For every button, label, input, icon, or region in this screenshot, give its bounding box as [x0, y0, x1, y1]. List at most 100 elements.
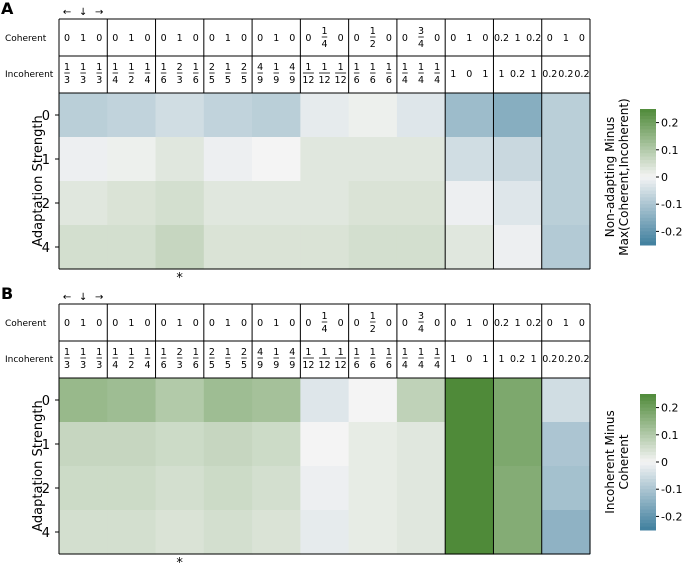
incoherent-value-num: 1 [64, 347, 70, 358]
colorbar-tick-label: -0.1 [661, 198, 682, 211]
heatmap-cell [300, 137, 350, 182]
colorbar-segment [640, 177, 656, 181]
colorbar-segment [640, 241, 656, 246]
coherent-value: 1 [225, 33, 231, 44]
coherent-value: 0 [112, 318, 118, 329]
incoherent-value-num: 1 [386, 347, 392, 358]
coherent-value: 1 [177, 33, 183, 44]
colorbar-segment [640, 126, 656, 130]
incoherent-value-den: 4 [144, 360, 150, 371]
incoherent-value-num: 1 [112, 347, 118, 358]
colorbar-segment [640, 482, 656, 487]
colorbar-segment [640, 143, 656, 147]
colorbar-tick-label: -0.2 [661, 225, 682, 238]
coherent-value: 0 [547, 33, 553, 44]
heatmap-cell [300, 422, 350, 467]
colorbar-tick-label: 0.2 [661, 117, 679, 130]
incoherent-value-num: 1 [193, 347, 199, 358]
colorbar-segment [640, 431, 656, 436]
incoherent-value-den: 6 [193, 75, 199, 86]
incoherent-value-den: 3 [80, 75, 86, 86]
coherent-value: 0 [354, 318, 360, 329]
colorbar-segment [640, 462, 656, 466]
incoherent-value-den: 5 [225, 75, 231, 86]
heatmap-cell [59, 93, 108, 138]
direction-arrow: ← [63, 292, 71, 303]
incoherent-value: 0.2 [574, 354, 589, 365]
incoherent-value-den: 9 [257, 360, 263, 371]
coherent-value: 0 [450, 318, 456, 329]
coherent-value: 1 [273, 33, 279, 44]
coherent-value: 0 [386, 318, 392, 329]
coherent-value: 0 [354, 33, 360, 44]
colorbar-segment [640, 234, 656, 239]
incoherent-value-num: 2 [177, 347, 183, 358]
incoherent-value-den: 5 [225, 360, 231, 371]
heatmap-cell [445, 225, 495, 270]
incoherent-value-den: 12 [302, 75, 314, 86]
colorbar-segment [640, 173, 656, 178]
incoherent-value-num: 1 [370, 347, 376, 358]
heatmap-cell [252, 181, 301, 226]
coherent-value-num: 1 [321, 311, 327, 322]
colorbar: 0.2 0.1 0 -0.1 -0.2 Incoherent Minus Coherent [603, 394, 682, 531]
incoherent-value-num: 1 [321, 62, 327, 73]
colorbar-segment [640, 441, 656, 446]
incoherent-value-den: 6 [354, 360, 360, 371]
incoherent-value-den: 2 [128, 75, 134, 86]
colorbar-segment [640, 197, 656, 202]
heatmap-cell [252, 225, 301, 270]
coherent-value-num: 1 [370, 311, 376, 322]
heatmap-cell [155, 422, 205, 467]
colorbar-segment [640, 149, 656, 154]
colorbar-segment [640, 204, 656, 209]
heatmap-cell [445, 466, 495, 511]
incoherent-value-den: 6 [386, 360, 392, 371]
coherent-value: 1 [515, 318, 521, 329]
heatmap-cell [445, 378, 495, 423]
coherent-value: 0 [193, 318, 199, 329]
colorbar-segment [640, 424, 656, 429]
incoherent-value: 0.2 [542, 69, 557, 80]
heatmap-cell [107, 137, 157, 182]
highlight-star: * [176, 556, 183, 563]
incoherent-value-num: 4 [257, 62, 263, 73]
colorbar-segment [640, 468, 656, 473]
incoherent-value-den: 3 [177, 360, 183, 371]
direction-arrow: → [95, 292, 103, 303]
incoherent-value-num: 2 [177, 62, 183, 73]
coherent-value: 0 [547, 318, 553, 329]
coherent-value: 1 [225, 318, 231, 329]
coherent-value-den: 4 [321, 39, 327, 50]
incoherent-value-num: 1 [354, 62, 360, 73]
colorbar-tick-label: 0.2 [661, 402, 679, 415]
coherent-value: 0 [209, 318, 215, 329]
coherent-value-num: 3 [418, 311, 424, 322]
colorbar-label: Incoherent Minus [603, 410, 617, 513]
colorbar-segment [640, 109, 656, 113]
incoherent-value-den: 4 [402, 75, 408, 86]
colorbar-segment [640, 417, 656, 422]
colorbar-segment [640, 170, 656, 175]
heatmap-cell [445, 181, 495, 226]
coherent-value: 0 [434, 33, 440, 44]
heatmap-cell [59, 422, 108, 467]
heatmap-cell [396, 225, 446, 270]
heatmap-cell [348, 137, 398, 182]
heatmap-cell [348, 466, 398, 511]
coherent-value: 1 [128, 318, 134, 329]
incoherent-value-num: 4 [289, 62, 295, 73]
coherent-value-den: 2 [370, 39, 376, 50]
incoherent-value-den: 6 [193, 360, 199, 371]
coherent-value: 0 [257, 33, 263, 44]
y-axis-label: Adaptation Strength [31, 115, 46, 246]
coherent-value: 0 [402, 318, 408, 329]
heatmap-cell [59, 225, 108, 270]
coherent-value: 0 [579, 33, 585, 44]
incoherent-value-den: 6 [354, 75, 360, 86]
incoherent-value-den: 4 [434, 360, 440, 371]
coherent-value: 1 [80, 33, 86, 44]
heatmap-cell [541, 225, 591, 270]
coherent-value: 0 [305, 318, 311, 329]
incoherent-value-num: 1 [144, 347, 150, 358]
